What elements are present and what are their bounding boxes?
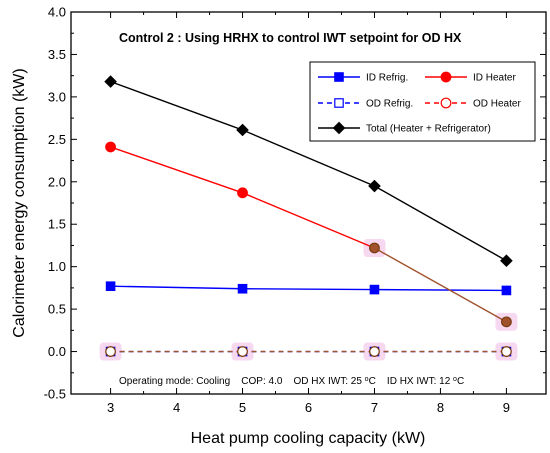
data-point bbox=[368, 179, 381, 193]
y-tick-label: -0.5 bbox=[44, 387, 66, 402]
x-tick-label: 5 bbox=[239, 400, 246, 415]
data-point bbox=[236, 123, 249, 137]
data-point bbox=[501, 346, 512, 357]
data-point bbox=[500, 254, 513, 268]
plot-frame bbox=[70, 11, 547, 395]
legend-label: OD Heater bbox=[473, 99, 521, 110]
y-tick-label: 1.0 bbox=[48, 259, 66, 274]
y-axis-label: Calorimeter energy consumption (kW) bbox=[11, 68, 28, 337]
legend-label: OD Refrig. bbox=[366, 99, 413, 110]
series-line-segment bbox=[242, 129, 375, 187]
legend: ID Refrig. ID Heater OD Refrig. OD Heater To… bbox=[309, 61, 536, 142]
series-total-heater-refrigerator bbox=[104, 75, 513, 268]
series-id-refrig bbox=[105, 281, 512, 296]
chart-title: Control 2 : Using HRHX to control IWT se… bbox=[119, 31, 462, 45]
x-tick-label: 4 bbox=[173, 400, 180, 415]
data-point bbox=[369, 242, 380, 254]
annotation-unit-1: C bbox=[369, 376, 376, 387]
data-point bbox=[237, 283, 248, 294]
x-axis-label: Heat pump cooling capacity (kW) bbox=[191, 430, 426, 447]
annotation-prefix: Operating mode: Cooling COP: 4.0 OD HX I… bbox=[119, 376, 365, 387]
annotation-degree-1: o bbox=[365, 376, 369, 383]
data-point bbox=[105, 346, 116, 357]
series-line-segment bbox=[110, 80, 243, 131]
x-tick-label: 6 bbox=[305, 400, 312, 415]
annotation-middle: ID HX IWT: 12 bbox=[376, 376, 453, 387]
annotation-unit-2: C bbox=[457, 376, 464, 387]
legend-label: ID Heater bbox=[473, 73, 516, 84]
y-tick-label: 3.5 bbox=[48, 47, 66, 62]
series-layer bbox=[104, 75, 513, 357]
series-line-segment bbox=[374, 247, 507, 323]
data-point bbox=[501, 285, 512, 296]
annotation-degree-2: o bbox=[453, 376, 457, 383]
y-tick-label: 2.0 bbox=[48, 174, 66, 189]
series-line-segment bbox=[242, 192, 375, 249]
y-tick-label: 3.0 bbox=[48, 89, 66, 104]
operating-annotation: Operating mode: Cooling COP: 4.0 OD HX I… bbox=[119, 376, 464, 388]
data-point bbox=[105, 281, 116, 291]
data-point bbox=[369, 346, 380, 357]
legend-label: ID Refrig. bbox=[366, 73, 408, 84]
data-point bbox=[237, 346, 248, 357]
series-id-heater bbox=[105, 141, 512, 328]
legend-marker bbox=[332, 121, 346, 135]
y-tick-label: 4.0 bbox=[48, 5, 66, 20]
series-line-segment bbox=[110, 146, 243, 194]
legend-marker bbox=[334, 72, 344, 82]
legend-marker bbox=[440, 71, 452, 83]
legend-item: ID Heater bbox=[425, 71, 516, 84]
highlight-layer bbox=[99, 238, 518, 361]
series-line-segment bbox=[110, 285, 243, 290]
legend-item: ID Refrig. bbox=[318, 72, 408, 84]
data-point bbox=[369, 284, 380, 295]
x-tick-label: 9 bbox=[503, 400, 510, 415]
data-point bbox=[104, 75, 117, 88]
x-tick-label: 8 bbox=[437, 400, 444, 415]
series-line-segment bbox=[374, 288, 507, 292]
legend-item: Total (Heater + Refrigerator) bbox=[318, 121, 491, 135]
data-point bbox=[237, 187, 248, 199]
ticks-layer: -0.5 0.0 0.5 1.0 1.5 2.0 2.5 3.0 3.5 4.0 3 4 5 6 7 8 9 bbox=[44, 5, 546, 415]
series-line-segment bbox=[242, 288, 375, 291]
y-tick-label: 0.0 bbox=[48, 344, 66, 359]
legend-marker bbox=[440, 97, 452, 109]
data-point bbox=[501, 316, 512, 328]
series-line-segment bbox=[374, 185, 507, 262]
legend-label: Total (Heater + Refrigerator) bbox=[366, 124, 491, 135]
legend-item: OD Heater bbox=[425, 97, 521, 110]
data-point bbox=[105, 141, 116, 153]
legend-item: OD Refrig. bbox=[318, 98, 413, 110]
y-tick-label: 0.5 bbox=[48, 302, 66, 317]
legend-marker bbox=[334, 98, 344, 108]
x-tick-label: 7 bbox=[371, 400, 378, 415]
x-tick-label: 3 bbox=[107, 400, 114, 415]
y-tick-label: 1.5 bbox=[48, 217, 66, 232]
legend-items: ID Refrig. ID Heater OD Refrig. OD Heater To… bbox=[318, 71, 521, 135]
y-tick-label: 2.5 bbox=[48, 132, 66, 147]
series-od-heater bbox=[105, 346, 512, 357]
